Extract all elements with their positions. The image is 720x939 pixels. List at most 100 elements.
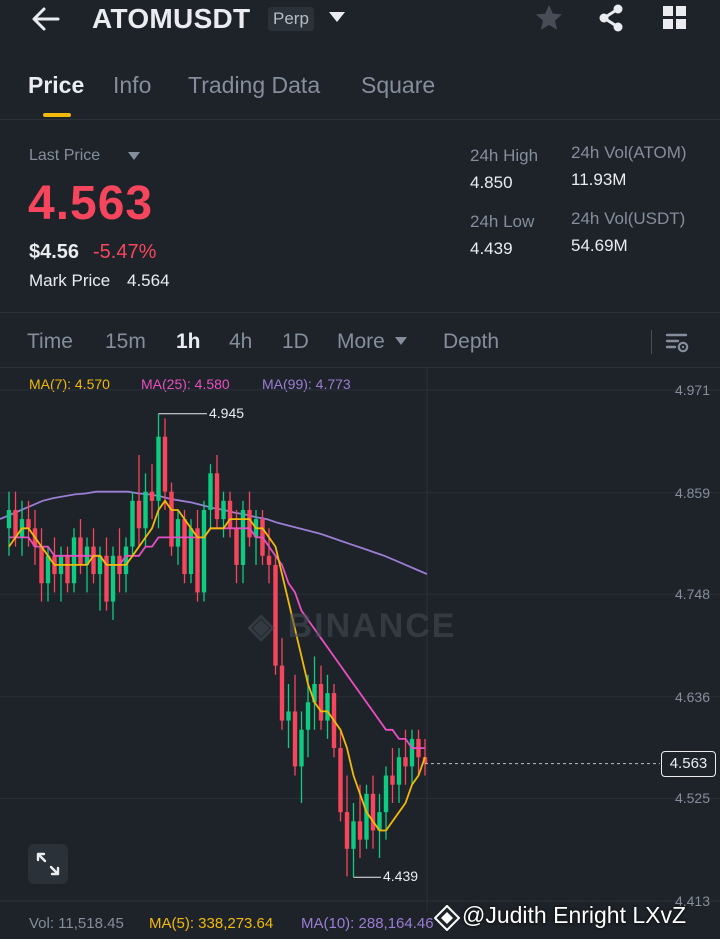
top-bar: ATOMUSDT Perp [0,0,720,40]
high-24h-label: 24h High [470,146,539,165]
candle-body [409,738,415,767]
candle-body [149,491,155,501]
candle-body [351,821,356,849]
ma99-legend: MA(99): 4.773 [262,376,351,392]
ma25-legend: MA(25): 4.580 [141,376,230,392]
y-tick-label: 4.971 [674,382,710,398]
candle-body [130,500,135,547]
candle-body [338,748,343,813]
candle-body [162,436,168,492]
tab-price[interactable]: Price [28,72,85,98]
candle-body [78,537,83,565]
volume-legend: Vol: 11,518.45 [29,915,124,932]
ma99-line-group [0,490,428,575]
candle-body [377,812,382,831]
more-caret-icon[interactable] [395,337,407,346]
candle-body [143,491,148,529]
candle-body [422,757,428,764]
extreme-markers [158,413,660,878]
candle-body [305,702,311,730]
candle-body [195,528,200,593]
volume-ma10-legend: MA(10): 288,164.46 [301,915,434,932]
low-marker-label: 4.439 [383,868,419,885]
candle-body [221,500,226,520]
interval-4h[interactable]: 4h [229,330,253,353]
tab-trading-data[interactable]: Trading Data [188,72,321,98]
perp-badge: Perp [268,7,314,31]
current-price-tag: 4.563 [661,750,716,777]
vol-usdt-value: 54.69M [571,236,628,255]
mark-price-value: 4.564 [127,271,170,290]
diamond-logo-icon [434,905,460,931]
low-24h-label: 24h Low [470,212,535,231]
star-icon[interactable] [534,3,564,33]
symbol-title[interactable]: ATOMUSDT [92,3,251,34]
y-tick-label: 4.748 [674,586,710,603]
interval-time[interactable]: Time [27,330,73,353]
last-price-label[interactable]: Last Price [29,147,101,164]
ma99-line [0,490,428,575]
grid-icon[interactable] [662,5,688,31]
candle-body [104,555,109,602]
y-tick-label: 4.636 [674,688,710,705]
interval-bottom-divider [0,367,720,368]
y-tick-label: 4.413 [674,893,710,909]
candle-body [403,757,408,767]
ma7-line-group [8,499,426,832]
toolbar-separator [651,330,652,354]
candle-body [26,519,31,529]
candle-body [396,757,402,785]
last-price-value: 4.563 [28,177,154,230]
candle-body [390,775,395,785]
tab-divider [0,119,720,120]
candle-body [234,528,239,565]
candle-body [39,546,44,584]
candle-body [240,509,246,565]
interval-depth[interactable]: Depth [443,330,500,353]
candle-body [318,683,324,721]
back-arrow-icon[interactable] [30,6,62,32]
candle-body [201,509,207,593]
candle-body [357,821,363,840]
candle-body [136,500,142,529]
user-watermark: @Judith Enright LXvZ [462,902,687,928]
ma7-line [8,499,426,832]
interval-top-divider [0,312,720,313]
mark-price-label: Mark Price [29,271,111,290]
candle-body [325,693,330,721]
candle-body [169,491,174,547]
candle-body [175,519,181,547]
interval-15m[interactable]: 15m [105,330,146,353]
y-tick-label: 4.525 [674,790,710,807]
low-24h-value: 4.439 [470,239,513,258]
candle-body [247,509,252,538]
share-icon[interactable] [596,3,626,33]
price-chart[interactable] [0,368,720,911]
tab-info[interactable]: Info [113,72,152,98]
candle-body [182,519,187,575]
candle-body [383,775,389,813]
candle-body [266,555,272,565]
tab-square[interactable]: Square [361,72,436,98]
volume-ma5-legend: MA(5): 338,273.64 [149,915,274,932]
vol-atom-label: 24h Vol(ATOM) [571,143,687,162]
usd-price: $4.56 [29,241,80,263]
candle-body [273,564,278,666]
interval-more[interactable]: More [337,330,385,353]
vol-atom-value: 11.93M [571,170,627,189]
expand-chart-button[interactable] [28,844,68,884]
ma7-legend: MA(7): 4.570 [29,376,110,392]
candle-body [110,555,116,602]
high-marker-label: 4.945 [209,404,245,421]
last-price-caret-icon[interactable] [128,152,140,161]
interval-1h[interactable]: 1h [176,330,201,353]
interval-1d[interactable]: 1D [282,330,309,353]
candle-body [279,665,285,721]
candle-body [214,473,220,520]
change-percent: -5.47% [93,241,157,263]
candle-body [45,555,51,584]
chart-settings-icon[interactable] [664,330,690,356]
caret-down-icon[interactable] [328,10,346,24]
candle-body [123,546,129,575]
candle-body [312,683,317,703]
